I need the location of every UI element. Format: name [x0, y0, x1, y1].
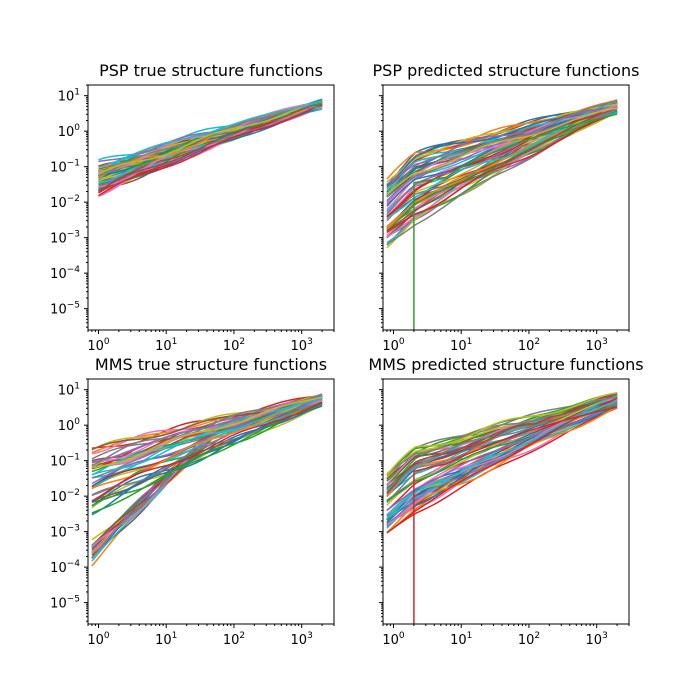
series-group — [386, 99, 618, 330]
chart-title: MMS true structure functions — [95, 355, 327, 374]
series-line — [386, 407, 618, 534]
y-tick-label: 10−1 — [50, 453, 80, 470]
series-line — [98, 104, 323, 197]
series-group — [98, 98, 323, 197]
subplot-psp-true: 100 101 102 103 10−5 10−4 10−3 10−2 10−1 100 101 PS… — [50, 61, 335, 354]
series-line — [91, 398, 323, 468]
series-line — [98, 100, 323, 192]
y-tick-label: 10−2 — [50, 488, 80, 505]
x-tick-label: 100 — [87, 337, 110, 354]
series-line — [386, 392, 618, 476]
subplot-psp-predicted: 100 101 102 103 PSP predicted structure func… — [373, 61, 640, 354]
series-line — [98, 100, 323, 175]
y-tick-label: 101 — [58, 382, 80, 399]
series-line — [386, 406, 618, 534]
chart-title: PSP predicted structure functions — [373, 61, 640, 80]
y-tick-label: 100 — [58, 417, 81, 434]
y-tick-label: 10−1 — [50, 159, 80, 176]
series-line — [386, 112, 618, 234]
x-tick-label: 101 — [450, 631, 472, 648]
x-tick-label: 101 — [155, 631, 177, 648]
x-tick-label: 102 — [223, 337, 245, 354]
series-line — [91, 401, 323, 502]
y-tick-label: 10−4 — [50, 265, 80, 282]
series-line — [98, 100, 323, 168]
series-line — [386, 399, 618, 486]
y-tick-label: 10−5 — [50, 301, 80, 318]
y-tick-label: 10−5 — [50, 595, 80, 612]
series-group — [386, 392, 618, 624]
x-tick-label: 101 — [155, 337, 177, 354]
series-group — [91, 393, 323, 567]
series-line — [386, 104, 618, 204]
y-tick-label: 10−4 — [50, 559, 80, 576]
x-tick-label: 101 — [450, 337, 472, 354]
series-line — [386, 107, 618, 196]
axes-frame — [87, 84, 335, 331]
series-line — [386, 105, 618, 218]
x-tick-label: 100 — [382, 337, 405, 354]
x-tick-label: 103 — [291, 337, 313, 354]
series-line — [386, 402, 618, 488]
series-line — [386, 100, 618, 198]
series-line — [91, 398, 323, 476]
series-line — [386, 106, 618, 186]
x-tick-label: 103 — [586, 631, 608, 648]
series-line — [98, 99, 323, 177]
x-tick-label: 100 — [87, 631, 110, 648]
chart-title: PSP true structure functions — [99, 61, 323, 80]
outlier-series-line — [413, 113, 618, 330]
y-tick-label: 100 — [58, 123, 81, 140]
series-line — [98, 102, 323, 179]
chart-title: MMS predicted structure functions — [368, 355, 643, 374]
y-tick-label: 101 — [58, 88, 80, 105]
subplot-mms-predicted: 100 101 102 103 MMS predicted structure func… — [368, 355, 643, 648]
y-tick-label: 10−3 — [50, 230, 80, 247]
series-line — [91, 394, 323, 476]
outlier-series-line — [413, 406, 618, 624]
series-line — [91, 397, 323, 485]
x-tick-label: 100 — [382, 631, 405, 648]
y-tick-label: 10−2 — [50, 194, 80, 211]
series-line — [91, 401, 323, 496]
subplot-mms-true: 100 101 102 103 10−5 10−4 10−3 10−2 10−1 100 101 MM… — [50, 355, 335, 648]
series-line — [386, 103, 618, 183]
x-tick-label: 102 — [518, 337, 540, 354]
x-tick-label: 103 — [291, 631, 313, 648]
series-line — [91, 396, 323, 469]
x-tick-label: 102 — [518, 631, 540, 648]
x-tick-label: 103 — [586, 337, 608, 354]
series-line — [386, 393, 618, 494]
y-tick-label: 10−3 — [50, 524, 80, 541]
x-tick-label: 102 — [223, 631, 245, 648]
